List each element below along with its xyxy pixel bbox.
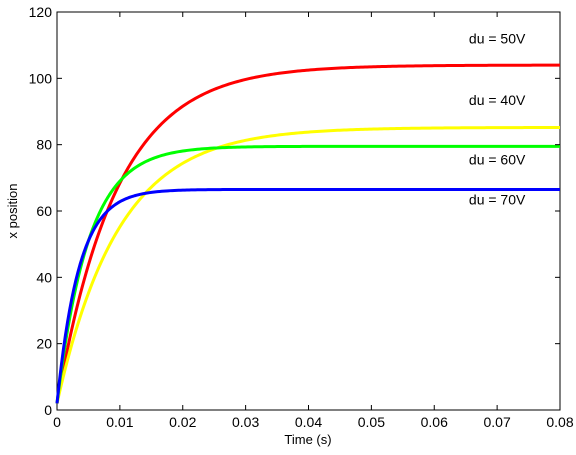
y-tick-label: 80 [36,137,52,153]
x-tick-label: 0 [53,414,61,430]
y-tick-label: 100 [29,70,53,86]
x-tick-label: 0.08 [546,414,573,430]
y-tick-label: 60 [36,203,52,219]
y-axis-label: x position [5,184,20,239]
x-tick-label: 0.07 [484,414,511,430]
series-line-1 [55,63,560,404]
y-tick-label: 40 [36,269,52,285]
x-tick-label: 0.04 [295,414,322,430]
plot-area: 0 0.01 0.02 0.03 0.04 0.05 0.06 0.07 0.08 0 20 40 60… [29,4,574,430]
series-line-4 [55,187,560,404]
ticks-layer: 0 0.01 0.02 0.03 0.04 0.05 0.06 0.07 0.08 0 20 40 60… [29,4,574,430]
x-tick-label: 0.01 [106,414,133,430]
y-tick-label: 0 [44,402,52,418]
x-axis-label: Time (s) [284,432,331,447]
series-line-3 [55,144,560,404]
series-layer [55,63,560,404]
x-tick-label: 0.03 [232,414,259,430]
series-annotation-1: du = 50V [469,31,526,47]
series-line-2 [55,126,560,404]
series-annotation-3: du = 60V [469,152,526,168]
x-tick-label: 0.05 [358,414,385,430]
x-tick-label: 0.02 [169,414,196,430]
series-annotation-2: du = 40V [469,92,526,108]
series-annotation-4: du = 70V [469,191,526,207]
plot-frame [56,11,561,411]
y-tick-label: 120 [29,4,53,20]
x-tick-label: 0.06 [421,414,448,430]
annotation-layer: du = 50V du = 40V du = 60V du = 70V [469,31,526,208]
y-tick-label: 20 [36,336,52,352]
